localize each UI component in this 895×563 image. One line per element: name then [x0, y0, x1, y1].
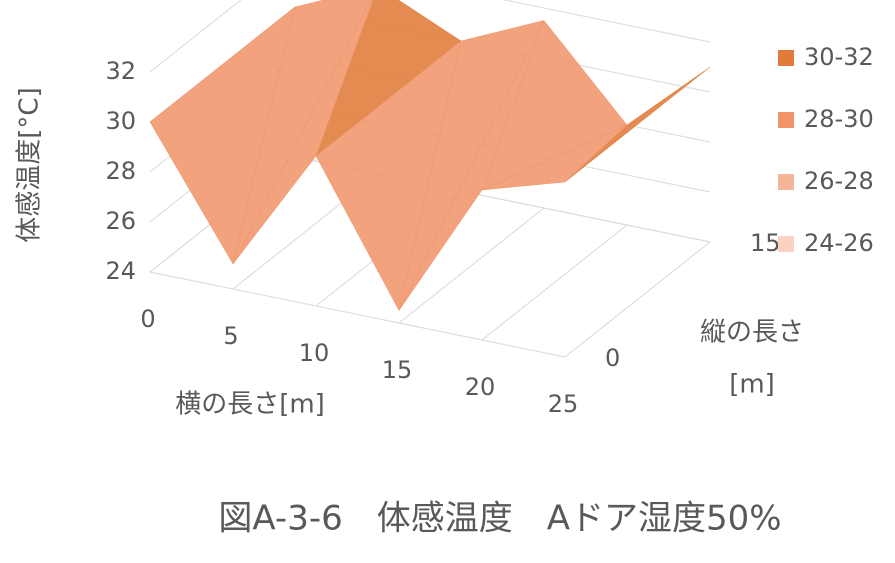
chart-title: 図A-3-6 体感温度 Aドア湿度50% [218, 499, 781, 539]
grid-line [481, 224, 628, 341]
x-tick-label: 10 [299, 339, 330, 367]
y-axis-label: [m] [729, 370, 775, 400]
x-tick-label: 5 [223, 322, 238, 350]
grid-line [564, 241, 711, 358]
legend-swatch [778, 174, 794, 190]
legend-label: 30-32 [804, 43, 874, 71]
x-tick-label: 20 [465, 373, 496, 401]
grid-line [398, 207, 545, 324]
surface-facet [315, 40, 462, 312]
x-tick-label: 0 [140, 305, 155, 333]
grid-line [149, 271, 566, 358]
x-tick-label: 25 [548, 390, 579, 418]
surface-facet [149, 6, 296, 265]
legend-label: 26-28 [804, 167, 874, 195]
z-tick-label: 32 [105, 57, 136, 85]
legend-label: 28-30 [804, 105, 874, 133]
surface-facet [232, 0, 374, 265]
grid-line [149, 0, 711, 73]
z-tick-label: 24 [105, 257, 136, 285]
z-tick-label: 26 [105, 207, 136, 235]
y-axis-label: 縦の長さ [700, 318, 804, 348]
z-tick-label: 30 [105, 107, 136, 135]
legend-swatch [778, 236, 794, 252]
x-axis-label: 横の長さ[m] [175, 390, 325, 420]
legend-swatch [778, 50, 794, 66]
legend-label: 24-26 [804, 229, 874, 257]
x-tick-label: 15 [382, 356, 413, 384]
surface-facet [398, 20, 545, 311]
z-axis-label: 体感温度[°C] [15, 87, 45, 242]
legend-swatch [778, 112, 794, 128]
y-tick-label: 15 [750, 229, 781, 257]
z-tick-label: 28 [105, 157, 136, 185]
surface-facet [481, 124, 628, 191]
y-tick-label: 0 [605, 344, 620, 372]
